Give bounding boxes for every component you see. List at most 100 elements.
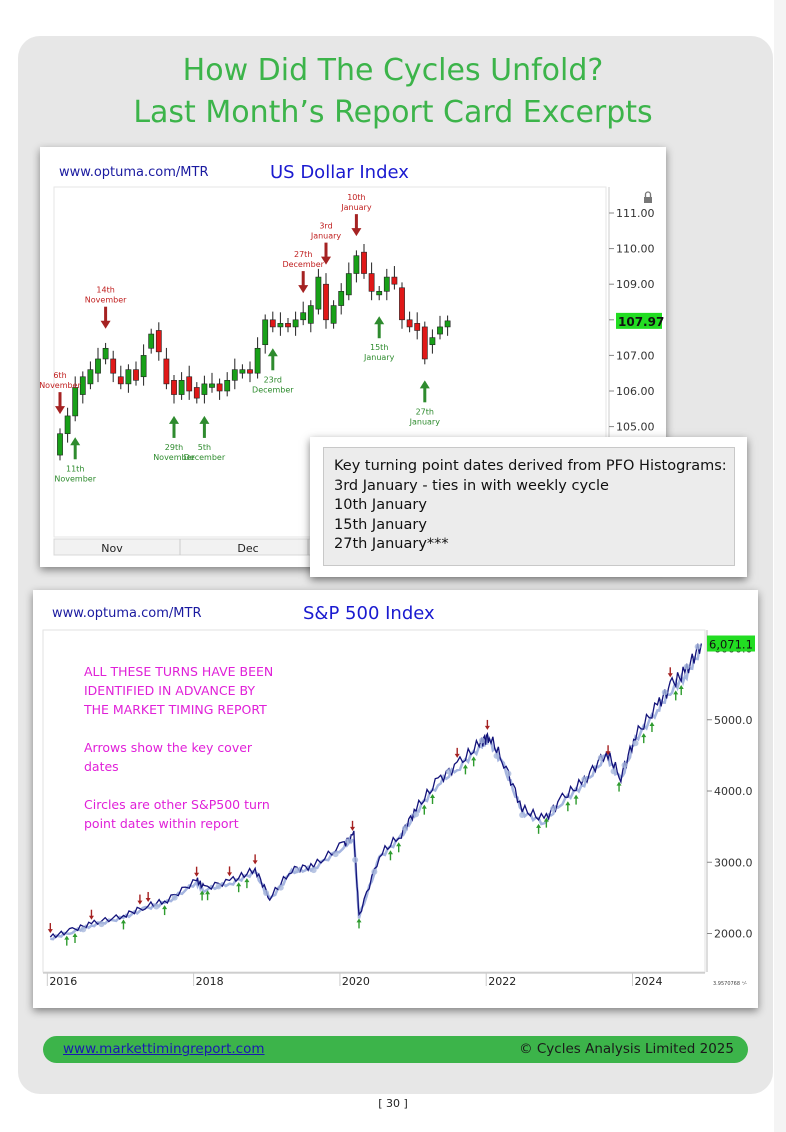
- usd-candle: [376, 291, 383, 296]
- page-title: How Did The Cycles Unfold? Last Month’s …: [0, 50, 786, 134]
- usd-chart-title: US Dollar Index: [270, 162, 409, 183]
- sp500-up-arrow: [162, 905, 168, 910]
- down-arrow: [298, 285, 309, 294]
- usd-candle: [95, 358, 101, 374]
- down-arrow-label: 10th: [347, 193, 365, 202]
- sp500-turn-circle: [98, 921, 105, 928]
- down-arrow-label: 6th: [53, 371, 66, 380]
- sp500-up-arrow: [536, 823, 542, 828]
- sp500-up-arrow: [430, 793, 436, 798]
- usd-candle: [414, 323, 421, 331]
- sp500-x-tick-label: 2024: [635, 975, 663, 988]
- usd-y-tick-label: 111.00: [616, 207, 655, 220]
- sp500-up-arrow: [462, 764, 468, 769]
- up-arrow-label: 23rd: [264, 375, 282, 384]
- usd-y-tick-label: 109.00: [616, 278, 655, 291]
- sp500-turn-circle: [519, 812, 526, 819]
- up-arrow-label: January: [363, 353, 395, 362]
- usd-candle: [155, 330, 162, 353]
- sp500-down-arrow: [227, 872, 233, 877]
- usd-candle: [64, 415, 71, 435]
- sp500-turn-circle: [263, 889, 270, 896]
- usd-candle: [338, 291, 345, 306]
- usd-candle: [269, 319, 276, 328]
- key-line-heading: Key turning point dates derived from PFO…: [334, 458, 727, 474]
- usd-candle: [125, 369, 132, 385]
- down-arrow-label: January: [310, 232, 342, 241]
- usd-candle: [368, 273, 375, 292]
- sp500-notes: ALL THESE TURNS HAVE BEEN IDENTIFIED IN …: [84, 662, 273, 833]
- usd-candle: [254, 347, 261, 374]
- sp500-y-tick-label: 4000.0: [714, 785, 753, 798]
- sp500-turn-circle: [413, 811, 420, 818]
- sp500-x-tick-label: 2022: [488, 975, 516, 988]
- usd-candle: [201, 383, 208, 395]
- up-arrow: [199, 415, 210, 424]
- sp500-up-arrow: [678, 685, 684, 690]
- usd-candle: [186, 376, 193, 392]
- usd-candle: [361, 251, 367, 274]
- note-line: THE MARKET TIMING REPORT: [84, 702, 267, 717]
- usd-candle: [216, 383, 223, 392]
- footer-copyright: © Cycles Analysis Limited 2025: [519, 1041, 734, 1057]
- sp500-chart-url[interactable]: www.optuma.com/MTR: [52, 606, 202, 621]
- sp500-turn-circle: [345, 838, 352, 845]
- sp500-down-arrow: [350, 826, 356, 831]
- usd-candle: [79, 376, 86, 395]
- footer-bar: www.markettimingreport.com © Cycles Anal…: [43, 1036, 748, 1063]
- sp500-turn-circle: [610, 768, 617, 775]
- sp500-x-tick-label: 2016: [49, 975, 77, 988]
- sp500-turn-circle: [352, 856, 359, 863]
- down-arrow-label: January: [340, 203, 372, 212]
- sp500-turn-circle: [153, 903, 160, 910]
- key-line-3: 15th January: [334, 516, 427, 533]
- footer-website-link[interactable]: www.markettimingreport.com: [63, 1041, 265, 1057]
- usd-candle: [117, 376, 124, 385]
- sp500-up-arrow: [120, 919, 126, 924]
- usd-candle: [429, 337, 436, 346]
- sp500-down-arrow: [88, 915, 94, 920]
- sp500-turn-circle: [661, 689, 668, 696]
- sp500-turn-circle: [581, 776, 588, 783]
- usd-candle: [307, 305, 314, 324]
- sp500-down-arrow: [252, 860, 258, 865]
- sp500-up-arrow: [236, 882, 242, 887]
- usd-candle: [163, 358, 170, 385]
- usd-candle: [247, 369, 253, 374]
- key-turning-points-inner: Key turning point dates derived from PFO…: [323, 447, 735, 566]
- sp500-up-arrow: [616, 781, 622, 786]
- usd-candle: [421, 326, 428, 360]
- usd-candle: [277, 323, 284, 328]
- usd-candle: [315, 276, 322, 310]
- sp500-current-value-tag: [707, 635, 755, 652]
- sp500-up-arrow: [356, 918, 362, 923]
- down-arrow-label: November: [85, 296, 127, 305]
- usd-chart-url[interactable]: www.optuma.com/MTR: [59, 165, 209, 180]
- usd-candle: [231, 369, 238, 381]
- sp500-down-arrow: [137, 900, 143, 905]
- sp500-up-arrow: [244, 878, 250, 883]
- usd-y-tick-label: 106.00: [616, 385, 655, 398]
- page-scrollbar[interactable]: [774, 0, 786, 1132]
- sp500-up-arrow: [573, 794, 579, 799]
- up-arrow-label: 5th: [198, 443, 211, 452]
- up-arrow-label: 29th: [165, 443, 183, 452]
- sp500-up-arrow: [565, 801, 571, 806]
- sp500-smoothed-line: [50, 647, 701, 941]
- sp500-turn-circle: [294, 867, 301, 874]
- sp500-y-tick-label: 2000.0: [714, 928, 753, 941]
- down-arrow: [321, 256, 331, 265]
- sp500-price-line: [49, 643, 702, 939]
- up-arrow-label: 27th: [416, 407, 434, 416]
- usd-candle: [437, 326, 443, 335]
- usd-candle: [87, 369, 94, 385]
- usd-candle: [330, 305, 337, 324]
- sp500-up-arrow: [72, 932, 78, 937]
- usd-y-tick-label: 110.00: [616, 243, 655, 256]
- usd-y-tick-label: 105.00: [616, 421, 655, 434]
- lock-icon: [644, 197, 652, 203]
- up-arrow-label: January: [409, 417, 441, 426]
- sp500-turn-circle: [632, 740, 639, 747]
- sp500-up-arrow: [64, 935, 70, 940]
- sp500-up-arrow: [641, 733, 647, 738]
